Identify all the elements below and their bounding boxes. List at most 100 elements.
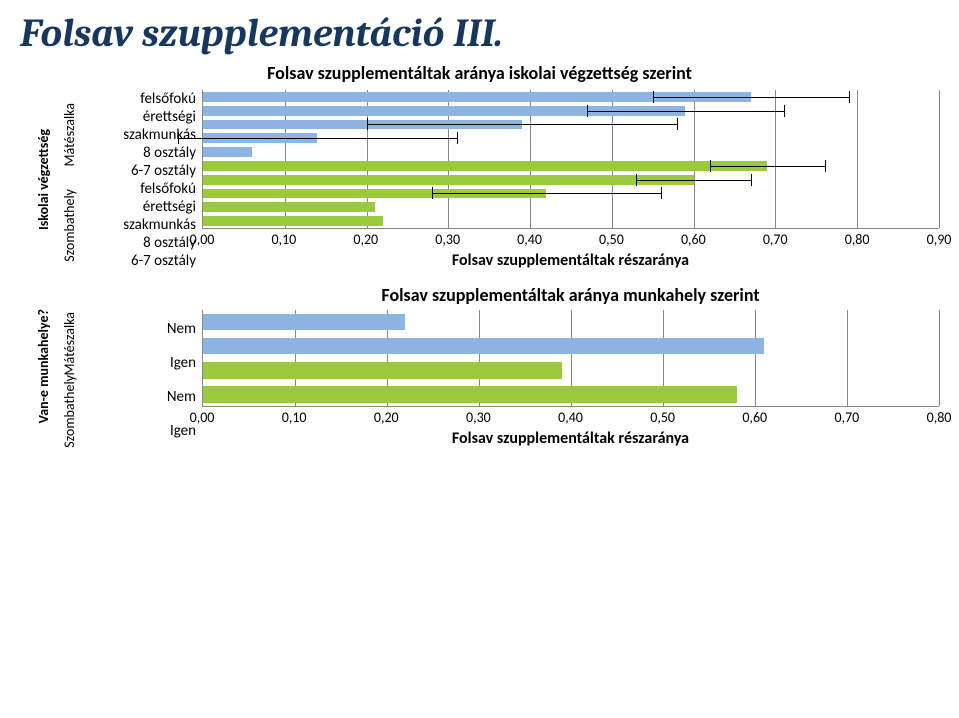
bar (203, 175, 694, 185)
category-label: szakmunkás (82, 126, 202, 144)
bar-row (203, 118, 939, 132)
bar-row (203, 358, 939, 382)
category-label: 6-7 osztály (82, 162, 202, 180)
category-label: Igen (82, 414, 202, 448)
bars-container (203, 310, 939, 406)
xtick-label: 0,80 (927, 409, 952, 426)
bar (203, 338, 764, 355)
y-group-label: Mátészalka (56, 90, 82, 180)
bar-row (203, 214, 939, 228)
category-label: Nem (82, 380, 202, 414)
bar (203, 161, 767, 171)
bar (203, 314, 405, 331)
bar-row (203, 145, 939, 159)
chart1-category-labels: felsőfokúérettségiszakmunkás8 osztály6-7… (82, 90, 202, 270)
gridline (939, 310, 940, 406)
category-label: Igen (82, 346, 202, 380)
error-cap (849, 91, 850, 103)
xtick-label: 0,50 (599, 231, 624, 248)
error-cap (178, 132, 179, 144)
bar (203, 147, 252, 157)
error-cap (710, 160, 711, 172)
error-bar (710, 166, 824, 167)
xtick-label: 0,80 (845, 231, 870, 248)
category-label: érettségi (82, 198, 202, 216)
chart1-y-group-labels: MátészalkaSzombathely (56, 90, 82, 270)
chart1-xlabel: Folsav szupplementáltak részaránya (202, 251, 939, 270)
bar (203, 216, 383, 226)
error-cap (677, 118, 678, 130)
xtick-label: 0,20 (374, 409, 399, 426)
chart1-plot-area (202, 90, 939, 229)
xtick-label: 0,30 (466, 409, 491, 426)
error-cap (636, 174, 637, 186)
bar-row (203, 104, 939, 118)
xtick-label: 0,10 (271, 231, 296, 248)
bar-row (203, 200, 939, 214)
bars-container (203, 90, 939, 228)
xtick-label: 0,70 (763, 231, 788, 248)
xtick-label: 0,30 (435, 231, 460, 248)
y-group-label: Mátészalka (56, 312, 82, 375)
chart2: Van-e munkahelye? MátészalkaSzombathely … (30, 284, 939, 448)
xtick-label: 0,00 (190, 409, 215, 426)
gridline (939, 90, 940, 228)
error-cap (653, 91, 654, 103)
page-title: Folsav szupplementáció III. (20, 10, 939, 56)
bar-row (203, 310, 939, 334)
xtick-label: 0,90 (927, 231, 952, 248)
bar (203, 362, 562, 379)
bar (203, 386, 737, 403)
category-label: 6-7 osztály (82, 252, 202, 270)
xtick-label: 0,60 (742, 409, 767, 426)
bar-row (203, 173, 939, 187)
xtick-label: 0,20 (353, 231, 378, 248)
bar-row (203, 90, 939, 104)
xtick-label: 0,40 (517, 231, 542, 248)
error-bar (367, 124, 678, 125)
chart1-plot-col: 0,000,100,200,300,400,500,600,700,800,90… (202, 90, 939, 270)
chart2-xlabel: Folsav szupplementáltak részaránya (202, 429, 939, 448)
xtick-label: 0,10 (282, 409, 307, 426)
bar-row (203, 334, 939, 358)
error-bar (587, 111, 783, 112)
bar-row (203, 382, 939, 406)
error-cap (367, 118, 368, 130)
chart2-category-labels: NemIgenNemIgen (82, 284, 202, 448)
category-label: 8 osztály (82, 234, 202, 252)
chart2-plot-col: Folsav szupplementáltak aránya munkahely… (202, 284, 939, 448)
error-bar (653, 97, 849, 98)
y-group-label: Szombathely (56, 180, 82, 270)
xtick-label: 0,40 (558, 409, 583, 426)
category-label: 8 osztály (82, 144, 202, 162)
xtick-label: 0,50 (650, 409, 675, 426)
category-label: érettségi (82, 108, 202, 126)
bar (203, 202, 375, 212)
xtick-label: 0,60 (681, 231, 706, 248)
chart2-y-group-labels: MátészalkaSzombathely (56, 284, 82, 448)
error-bar (636, 180, 750, 181)
chart2-y-outer-label: Van-e munkahelye? (30, 284, 56, 448)
category-label: Nem (82, 312, 202, 346)
error-cap (825, 160, 826, 172)
chart2-title: Folsav szupplementáltak aránya munkahely… (202, 284, 939, 306)
bar-row (203, 159, 939, 173)
y-group-label: Szombathely (56, 375, 82, 448)
chart2-xaxis: 0,000,100,200,300,400,500,600,700,80 (202, 407, 939, 427)
category-label: felsőfokú (82, 180, 202, 198)
bar-row (203, 187, 939, 201)
xtick-label: 0,00 (190, 231, 215, 248)
category-label: szakmunkás (82, 216, 202, 234)
chart1-title: Folsav szupplementáltak aránya iskolai v… (20, 62, 939, 84)
error-cap (784, 105, 785, 117)
chart1-y-outer-label: Iskolai végzettség (30, 90, 56, 270)
error-cap (661, 187, 662, 199)
category-label: felsőfokú (82, 90, 202, 108)
error-cap (457, 132, 458, 144)
error-bar (178, 138, 456, 139)
chart2-plot-area (202, 310, 939, 407)
chart1-xaxis: 0,000,100,200,300,400,500,600,700,800,90 (202, 229, 939, 249)
error-cap (587, 105, 588, 117)
error-cap (751, 174, 752, 186)
xtick-label: 0,70 (834, 409, 859, 426)
